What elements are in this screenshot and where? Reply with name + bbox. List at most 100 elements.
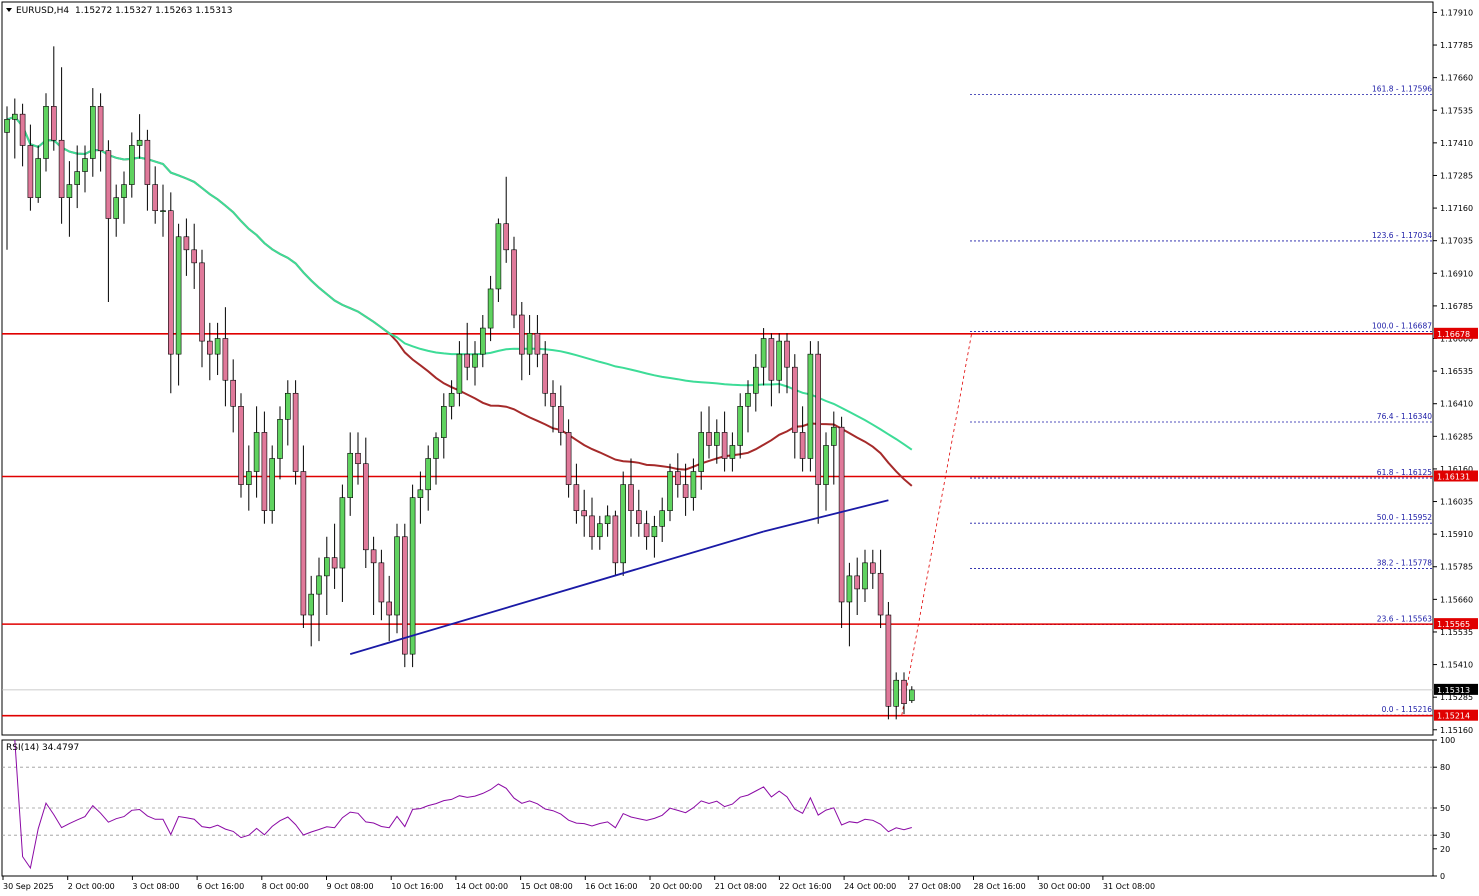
bull-candle [713,419,720,464]
bull-candle [129,132,135,198]
rsi-gridlines [2,766,1433,836]
candle-body [238,406,244,485]
price-tick-label: 1.17785 [1440,41,1473,50]
candle-body [596,523,603,538]
price-tick-label: 1.15785 [1440,563,1473,572]
candle-body [74,171,80,185]
time-tick-label: 10 Oct 16:00 [391,882,443,891]
trendlines[interactable] [349,499,889,655]
bull-candle [495,218,502,302]
level-tag-bg [1434,327,1478,339]
candlesticks[interactable] [4,46,915,720]
candle-body [4,119,10,133]
bull-candle [752,354,759,412]
candle-body [550,392,556,407]
bull-candle [12,98,18,159]
candle-body [214,338,221,355]
bull-candle [893,672,900,720]
candle-body [386,601,393,616]
fib-level-label: 123.6 - 1.17034 [1372,231,1432,240]
bull-candle [246,445,252,511]
bull-candle [4,106,10,250]
time-tick-label: 6 Oct 16:00 [197,882,244,891]
candle-body [799,432,806,459]
time-tick-label: 8 Oct 00:00 [262,882,309,891]
chart-menu-triangle-icon[interactable] [6,8,12,12]
bear-candle [292,380,299,485]
fib-level-label: 61.8 - 1.16125 [1377,468,1432,477]
bull-candle [830,411,837,485]
candle-body [183,236,190,251]
fib-level-label: 161.8 - 1.17596 [1372,84,1432,93]
candle-body [339,497,346,569]
bull-candle [807,341,814,472]
candle-body [643,523,650,538]
bull-candle [448,380,455,420]
bear-candle [386,575,393,642]
level-tag-bg [1434,709,1478,721]
bull-candle [862,549,868,602]
price-tick-label: 1.16535 [1440,367,1473,376]
time-tick-label: 9 Oct 08:00 [327,882,374,891]
candle-body [464,353,471,368]
bull-candle [760,328,767,386]
bear-candle [183,218,190,276]
candle-body [838,426,845,603]
bear-candle [534,315,541,368]
bear-candle [230,359,236,433]
candle-body [565,432,572,485]
rsi-label: RSI(14) 34.4797 [6,743,79,753]
price-tick-label: 1.17160 [1440,204,1473,213]
candle-body [97,106,104,151]
bull-candle [908,686,915,703]
candle-body [776,340,783,381]
bear-candle [557,385,564,446]
bull-candle [440,393,447,459]
bear-candle [238,393,244,498]
bear-candle [838,416,845,629]
candle-body [721,432,728,459]
candle-body [784,340,790,368]
bear-candle [682,463,689,516]
price-tick-label: 1.15660 [1440,595,1473,604]
candle-body [651,526,658,538]
bull-candle [308,575,315,647]
candle-body [144,139,151,185]
candle-body [534,332,541,355]
bull-candle [35,145,42,203]
bull-candle [823,432,829,511]
rsi-line [14,739,912,870]
candle-body [230,379,236,407]
level-tag-bg [1434,618,1478,630]
bull-candle [74,145,80,209]
bear-candle [815,341,822,524]
fib-level-label: 0.0 - 1.15216 [1382,705,1433,714]
fib-level-label: 50.0 - 1.15952 [1377,513,1432,522]
candle-body [378,562,385,603]
bear-candle [97,93,104,172]
rsi-axis: 100 80 50 30 20 0 [1433,736,1455,881]
bull-candle [175,223,182,386]
candle-body [58,139,65,198]
candle-body [526,332,533,355]
bear-candle [877,549,884,629]
candle-body [557,406,564,433]
bull-candle [409,484,416,668]
candle-body [698,432,705,472]
fib-retracement-diagonal [901,331,973,716]
candle-body [479,327,486,355]
time-tick-label: 21 Oct 08:00 [715,882,767,891]
candle-body [191,249,197,264]
bull-candle [425,445,432,511]
candle-body [667,471,673,511]
bear-candle [503,176,510,263]
candle-body [136,139,143,146]
bear-candle [768,333,775,407]
bull-candle [90,88,96,177]
bear-candle [199,249,205,368]
bull-candle [339,484,346,602]
bull-candle [472,341,478,386]
bear-candle [378,549,385,621]
bear-candle [261,411,268,524]
